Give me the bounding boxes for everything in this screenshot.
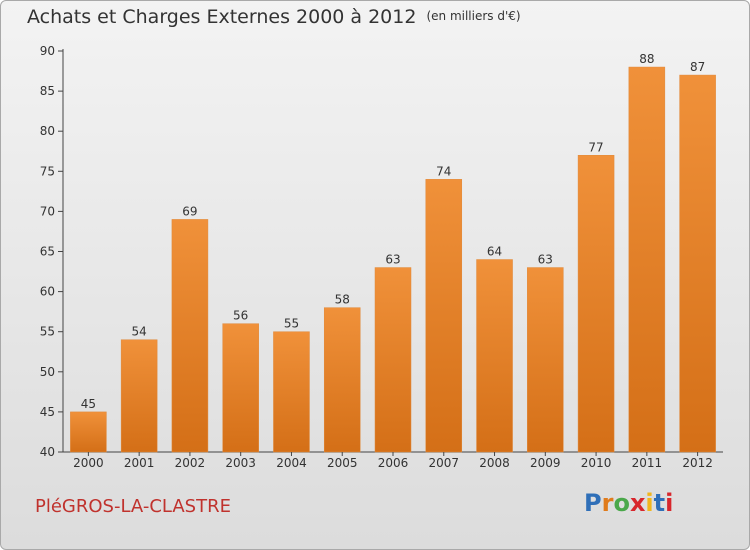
logo-letter: r <box>601 489 614 517</box>
bar <box>120 339 158 453</box>
y-tick-label: 90 <box>40 44 55 58</box>
x-tick-label: 2005 <box>327 456 358 470</box>
bar-value-label: 87 <box>690 60 705 74</box>
y-tick-label: 55 <box>40 325 55 339</box>
bar-value-label: 88 <box>639 52 654 66</box>
bar <box>374 267 412 453</box>
logo-letter: P <box>584 489 602 517</box>
y-tick-label: 85 <box>40 84 55 98</box>
title-text: Achats et Charges Externes 2000 à 2012 <box>27 6 417 28</box>
x-tick-label: 2003 <box>225 456 256 470</box>
bar <box>628 66 666 453</box>
proxiti-logo: Proxiti <box>584 489 673 517</box>
bar <box>476 259 513 453</box>
logo-letter: t <box>653 489 666 517</box>
y-tick-label: 60 <box>40 285 55 299</box>
x-tick-label: 2007 <box>428 456 459 470</box>
bar-value-label: 58 <box>335 293 350 307</box>
commune-name: PléGROS-LA-CLASTRE <box>35 496 231 517</box>
bar-value-label: 64 <box>487 245 502 259</box>
x-tick-label: 2006 <box>378 456 409 470</box>
logo-letter: i <box>665 489 674 517</box>
y-tick-label: 65 <box>40 245 55 259</box>
x-tick-label: 2009 <box>530 456 561 470</box>
y-tick-label: 50 <box>40 365 55 379</box>
x-tick-label: 2011 <box>632 456 663 470</box>
logo-letter: o <box>613 489 630 517</box>
logo-letter: x <box>629 489 646 517</box>
bar <box>323 307 361 453</box>
logo-letter: i <box>645 489 654 517</box>
y-tick-label: 75 <box>40 164 55 178</box>
bar <box>273 331 310 453</box>
bar <box>70 411 107 453</box>
bar-value-label: 63 <box>538 253 553 267</box>
x-tick-label: 2001 <box>124 456 155 470</box>
y-tick-label: 40 <box>40 445 55 459</box>
bar-value-label: 63 <box>385 253 400 267</box>
y-tick-label: 80 <box>40 124 55 138</box>
x-tick-label: 2002 <box>175 456 206 470</box>
x-tick-label: 2010 <box>581 456 612 470</box>
unit-label: (en milliers d'€) <box>426 9 521 23</box>
x-tick-label: 2008 <box>479 456 510 470</box>
bar-value-label: 45 <box>81 397 96 411</box>
bar <box>171 219 209 453</box>
y-tick-label: 45 <box>40 405 55 419</box>
bar <box>222 323 259 453</box>
bar-chart: 40 45 50 55 60 65 70 75 80 85 90 45 2000 54 2001 69 2002… <box>40 44 723 470</box>
chart-title: Achats et Charges Externes 2000 à 2012 (e… <box>27 6 521 28</box>
bar <box>577 155 615 453</box>
x-tick-label: 2012 <box>682 456 713 470</box>
bar-value-label: 54 <box>132 325 147 339</box>
bar-value-label: 69 <box>182 204 197 218</box>
y-tick-label: 70 <box>40 204 55 218</box>
bar-value-label: 55 <box>284 317 299 331</box>
x-tick-label: 2004 <box>276 456 307 470</box>
bar-value-label: 77 <box>588 140 603 154</box>
bar <box>679 74 716 453</box>
bar <box>527 267 564 453</box>
bar <box>425 179 463 453</box>
bar-value-label: 74 <box>436 164 451 178</box>
bar-value-label: 56 <box>233 309 248 323</box>
x-tick-label: 2000 <box>73 456 104 470</box>
